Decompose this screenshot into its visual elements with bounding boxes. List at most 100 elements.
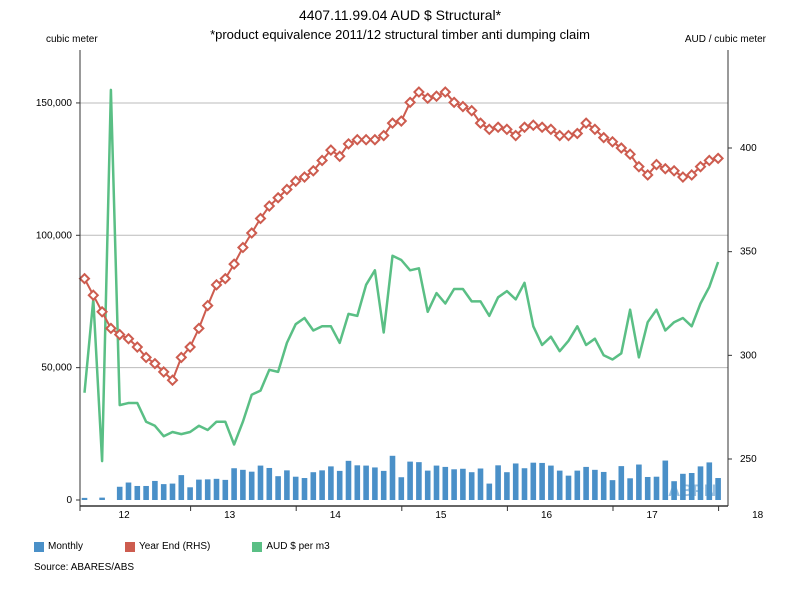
marker-year-end [536, 121, 549, 134]
bar-monthly [380, 470, 387, 500]
left-axis-unit: cubic meter [46, 34, 98, 45]
left-tick-label: 150,000 [36, 98, 73, 109]
legend: Monthly Year End (RHS) AUD $ per m3 [34, 541, 372, 552]
bar-monthly [345, 460, 352, 500]
marker-year-end [263, 200, 276, 212]
marker-year-end [588, 123, 601, 136]
marker-year-end [298, 171, 311, 183]
marker-year-end [412, 86, 425, 98]
marker-year-end [668, 164, 681, 177]
bar-monthly [143, 485, 149, 500]
bar-monthly [354, 465, 361, 500]
bar-monthly [495, 465, 501, 500]
bar-monthly [125, 482, 132, 500]
marker-year-end [368, 133, 381, 146]
legend-swatch-aud [252, 541, 263, 552]
bar-monthly [248, 471, 255, 500]
marker-year-end [615, 142, 628, 154]
line-year-end [83, 90, 719, 382]
legend-item-monthly[interactable]: Monthly [34, 541, 83, 552]
bar-monthly [416, 462, 422, 500]
marker-year-end [113, 328, 126, 341]
marker-year-end [624, 148, 637, 161]
marker-year-end [474, 117, 487, 130]
marker-year-end [509, 129, 522, 142]
bar-monthly [697, 466, 704, 500]
bar-monthly [706, 462, 713, 500]
marker-year-end [404, 96, 417, 109]
bar-monthly [688, 473, 695, 500]
bar-monthly [583, 466, 589, 500]
marker-year-end [245, 227, 258, 239]
marker-year-end [148, 357, 161, 370]
bar-monthly [460, 468, 466, 500]
bar-monthly [240, 469, 246, 500]
marker-year-end [465, 104, 478, 117]
bar-monthly [319, 470, 325, 500]
marker-year-end [104, 322, 117, 335]
legend-label-year-end: Year End (RHS) [139, 541, 211, 552]
marker-year-end [201, 299, 214, 312]
bar-monthly [680, 473, 686, 500]
left-tick-label: 0 [66, 495, 72, 506]
marker-year-end [289, 175, 302, 188]
bar-monthly [204, 479, 211, 500]
bar-monthly [160, 484, 167, 500]
bar-monthly [433, 465, 440, 500]
marker-year-end [122, 332, 135, 345]
x-tick-label: 16 [541, 510, 553, 521]
line-aud-per-m3 [83, 88, 720, 463]
marker-year-end [219, 272, 232, 285]
bar-monthly [284, 470, 290, 500]
marker-year-end [131, 341, 144, 353]
bar-monthly [372, 467, 378, 500]
marker-year-end [386, 117, 399, 130]
bar-monthly [627, 478, 633, 500]
right-tick-label: 300 [740, 350, 757, 361]
right-axis-unit: AUD / cubic meter [685, 34, 767, 45]
marker-year-end [641, 169, 654, 181]
chart-subtitle: *product equivalence 2011/12 structural … [210, 27, 590, 42]
bar-monthly [116, 486, 123, 500]
bar-monthly [389, 455, 396, 500]
marker-year-end [518, 121, 531, 134]
bar-monthly [328, 466, 334, 500]
x-tick-label: 18 [752, 510, 764, 521]
marker-year-end [456, 100, 469, 113]
marker-year-end [236, 241, 249, 254]
marker-year-end [96, 305, 109, 318]
bar-monthly [539, 462, 545, 500]
legend-item-aud[interactable]: AUD $ per m3 [252, 541, 330, 552]
bar-monthly [81, 497, 88, 500]
bar-monthly [336, 470, 343, 500]
marker-year-end [659, 162, 672, 175]
marker-year-end [492, 121, 505, 134]
right-tick-label: 250 [740, 454, 757, 465]
marker-year-end [316, 154, 329, 167]
bar-monthly [213, 478, 220, 500]
bar-monthly [266, 467, 273, 500]
left-tick-label: 50,000 [41, 363, 72, 374]
legend-swatch-year-end [125, 541, 136, 552]
marker-year-end [210, 278, 223, 291]
marker-year-end [571, 127, 584, 140]
marker-year-end [544, 123, 557, 136]
bar-monthly [600, 471, 607, 500]
bar-monthly [398, 477, 405, 500]
marker-year-end [580, 117, 593, 130]
bar-monthly [504, 472, 510, 500]
legend-label-aud: AUD $ per m3 [266, 541, 330, 552]
bar-monthly [363, 465, 369, 500]
marker-year-end [676, 171, 689, 183]
gridlines [80, 102, 728, 369]
bar-monthly [442, 466, 449, 500]
legend-item-year-end[interactable]: Year End (RHS) [125, 541, 210, 552]
bar-monthly [671, 481, 677, 500]
bar-monthly [451, 469, 457, 500]
bar-monthly [178, 475, 185, 500]
marker-year-end [439, 86, 452, 98]
bar-monthly [653, 476, 660, 500]
x-tick-label: 17 [647, 510, 659, 521]
bar-monthly [424, 470, 431, 500]
bar-monthly [715, 478, 721, 500]
